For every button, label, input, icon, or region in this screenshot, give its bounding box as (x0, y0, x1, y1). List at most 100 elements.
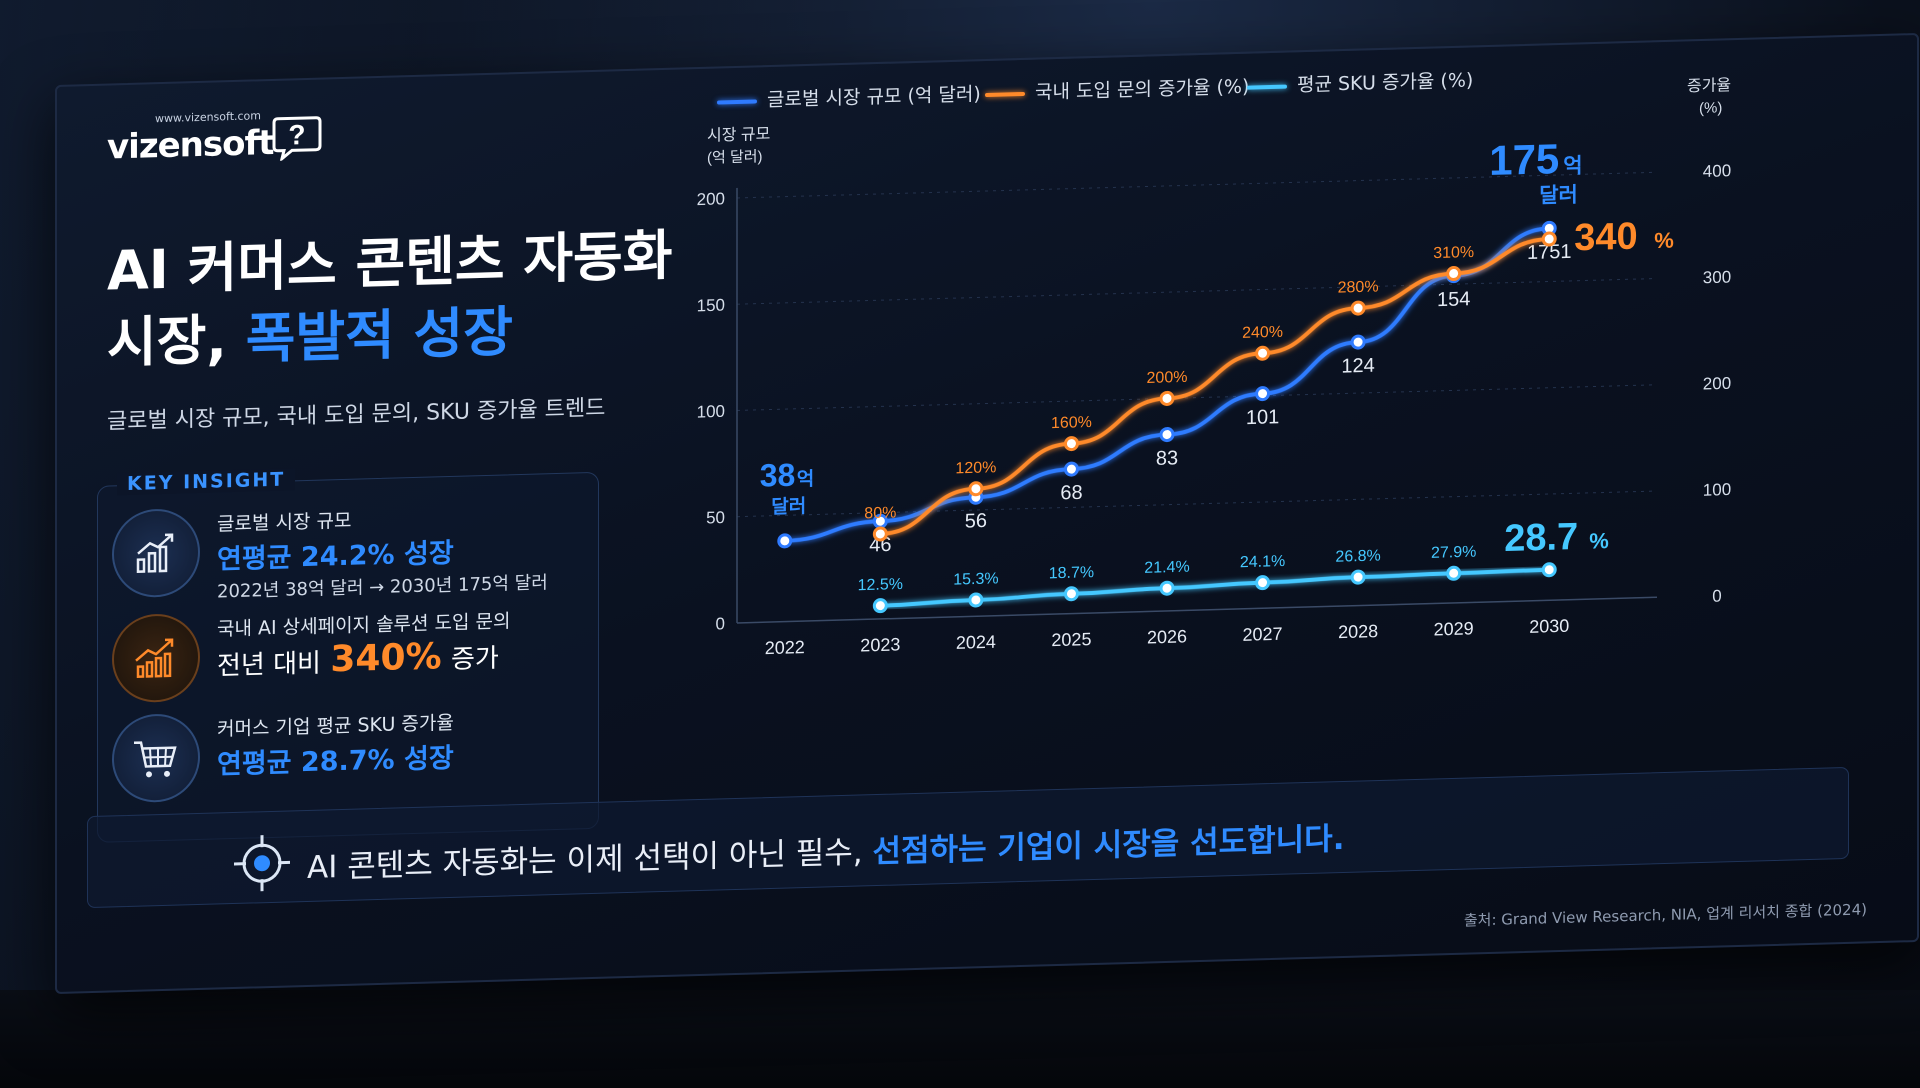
gridline (737, 278, 1657, 305)
data-label: 83 (1156, 447, 1178, 470)
data-point (1350, 334, 1366, 350)
y-left-tick-label: 0 (716, 614, 725, 633)
x-tick-label: 2030 (1529, 616, 1569, 637)
data-point (872, 598, 888, 614)
title-highlight: 폭발적 성장 (245, 300, 513, 371)
callout-end-value: 175 (1489, 135, 1559, 184)
data-point (1063, 461, 1079, 477)
data-point (1541, 231, 1557, 247)
y-right-tick-label: 100 (1703, 480, 1731, 500)
title-line-2-prefix: 시장, (107, 308, 227, 375)
callout-start-unit: 억 (797, 468, 814, 490)
x-tick-label: 2029 (1434, 618, 1474, 639)
data-point (1255, 345, 1271, 361)
x-tick-label: 2027 (1243, 624, 1283, 645)
data-point (1350, 569, 1366, 585)
data-label: 310% (1433, 244, 1474, 262)
y-right-tick-label: 300 (1703, 267, 1731, 287)
data-label: 120% (955, 459, 996, 477)
data-label: 200% (1147, 369, 1188, 387)
data-label: 280% (1338, 279, 1379, 297)
data-label: 18.7% (1049, 564, 1094, 582)
gridline (737, 490, 1657, 518)
insight-item-market: 글로벌 시장 규모 연평균 24.2% 성장 2022년 38억 달러 → 20… (112, 497, 592, 602)
data-label: 26.8% (1335, 547, 1380, 565)
shopping-cart-icon (112, 712, 200, 804)
data-point (1541, 562, 1557, 578)
x-axis-line (737, 596, 1657, 624)
data-point (1063, 436, 1079, 452)
insight-value: 전년 대비 340% 증가 (217, 635, 499, 684)
x-tick-label: 2025 (1051, 629, 1091, 650)
data-point (872, 526, 888, 542)
page-subtitle: 글로벌 시장 규모, 국내 도입 문의, SKU 증가율 트렌드 (107, 395, 606, 435)
data-point (968, 592, 984, 608)
source-citation: 출처: Grand View Research, NIA, 업계 리서치 종합 … (1463, 900, 1867, 930)
data-label: 240% (1242, 324, 1283, 342)
x-tick-label: 2024 (956, 632, 996, 653)
svg-text:?: ? (288, 119, 305, 150)
data-label: 124 (1341, 355, 1374, 378)
insight-value-number: 340% (330, 636, 442, 681)
data-point (1159, 580, 1175, 596)
y-left-tick-label: 50 (706, 508, 725, 528)
y-right-axis-unit: (%) (1699, 99, 1722, 117)
line-chart: 시장 규모 (억 달러) 증가율 (%) 0 50 100 150 200 0 100 200 300 4… (697, 76, 1732, 658)
data-label: 21.4% (1144, 559, 1189, 577)
gridline (737, 171, 1657, 199)
data-point (1446, 565, 1462, 581)
y-left-axis-unit: (억 달러) (707, 148, 763, 167)
data-point (1255, 386, 1271, 402)
insight-value: 연평균 24.2% 성장 (217, 537, 454, 576)
x-tick-label: 2022 (765, 637, 805, 658)
series-line-0 (782, 226, 1552, 543)
x-tick-label: 2028 (1338, 621, 1378, 642)
callout-end-unit2: 달러 (1539, 184, 1578, 208)
y-left-tick-label: 100 (697, 402, 725, 422)
data-point (1350, 300, 1366, 316)
callout-inquiry-unit: % (1654, 228, 1674, 254)
data-label: 101 (1246, 406, 1279, 429)
chart-area: 글로벌 시장 규모 (억 달러) 국내 도입 문의 증가율 (%) 평균 SKU… (617, 35, 1917, 831)
y-left-axis-title: 시장 규모 (707, 125, 770, 145)
series-line-2 (878, 567, 1552, 608)
callout-end-unit: 억 (1563, 154, 1582, 178)
gridline (737, 384, 1657, 411)
insight-item-sku: 커머스 기업 평균 SKU 증가율 연평균 28.7% 성장 (112, 702, 592, 804)
callout-sku-value: 28.7 (1504, 516, 1578, 560)
x-tick-label: 2026 (1147, 626, 1187, 647)
data-label: 160% (1051, 414, 1092, 432)
rising-chart-icon (112, 612, 200, 704)
data-label: 27.9% (1431, 544, 1476, 562)
data-label: 12.5% (858, 576, 903, 594)
data-label: 56 (965, 510, 987, 533)
callout-sku-unit: % (1589, 528, 1609, 554)
data-label: 24.1% (1240, 553, 1285, 571)
data-point (777, 533, 793, 549)
callout-start-value: 38 (760, 457, 796, 494)
data-point (1063, 586, 1079, 602)
x-tick-label: 2023 (860, 634, 900, 655)
y-left-tick-label: 150 (697, 296, 725, 316)
page-title: AI 커머스 콘텐츠 자동화 시장, 폭발적 성장 (107, 220, 672, 380)
insight-label: 글로벌 시장 규모 (217, 509, 352, 536)
y-left-tick-label: 200 (697, 189, 725, 209)
insight-value: 연평균 28.7% 성장 (217, 742, 454, 781)
data-label: 154 (1437, 288, 1470, 311)
callout-start-unit2: 달러 (771, 495, 806, 518)
insight-item-inquiry: 국내 AI 상세페이지 솔루션 도입 문의 전년 대비 340% 증가 (112, 602, 592, 704)
data-label: 46 (869, 534, 891, 557)
data-point (1159, 427, 1175, 443)
data-label: 68 (1060, 482, 1082, 505)
speech-bubble-question-icon: ? (272, 116, 322, 161)
data-label: 1751 (1527, 241, 1571, 264)
y-right-axis-title: 증가율 (1687, 76, 1731, 95)
title-line-2: 시장, 폭발적 성장 (107, 292, 672, 380)
y-right-tick-label: 200 (1703, 374, 1731, 394)
insight-value-prefix: 전년 대비 (217, 648, 321, 682)
y-right-tick-label: 0 (1712, 586, 1721, 605)
insight-value-suffix: 증가 (450, 643, 499, 675)
data-point (1159, 390, 1175, 406)
target-icon (234, 835, 290, 892)
callout-inquiry-value: 340 (1574, 216, 1637, 260)
